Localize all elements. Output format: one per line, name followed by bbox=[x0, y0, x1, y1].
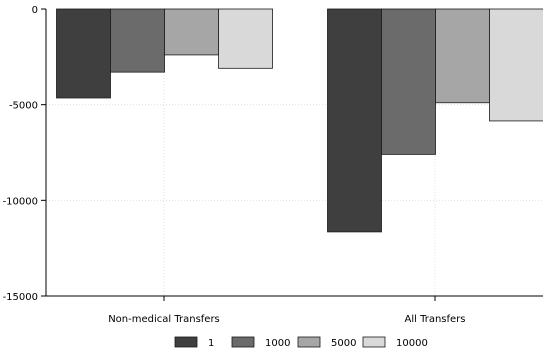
legend-label-1000: 1000 bbox=[265, 338, 290, 349]
x-category-label: Non-medical Transfers bbox=[108, 314, 220, 325]
bar-1-0 bbox=[56, 8, 111, 99]
legend-swatch-1000 bbox=[231, 336, 255, 348]
legend: 1 1000 5000 10000 bbox=[174, 336, 428, 349]
y-tick-label: -10000 bbox=[3, 196, 38, 207]
legend-label-5000: 5000 bbox=[331, 338, 356, 349]
y-tick-label: -15000 bbox=[3, 292, 38, 303]
bar-1000-1 bbox=[381, 8, 436, 155]
bar-5000-1 bbox=[435, 8, 490, 104]
bar-marks bbox=[56, 8, 543, 233]
legend-swatch-10000 bbox=[362, 336, 386, 348]
bar-1-1 bbox=[327, 8, 382, 233]
axes: 0 -5000 -10000 -15000 Non-medical Transfers A… bbox=[3, 5, 543, 325]
legend-label-10000: 10000 bbox=[396, 338, 428, 349]
legend-swatch-5000 bbox=[297, 336, 321, 348]
y-tick-label: 0 bbox=[32, 5, 38, 16]
legend-swatch-1 bbox=[174, 336, 198, 348]
bar-1000-0 bbox=[110, 8, 165, 73]
y-tick-label: -5000 bbox=[9, 101, 38, 112]
bar-10000-1 bbox=[489, 8, 543, 122]
bar-5000-0 bbox=[164, 8, 219, 56]
x-category-label: All Transfers bbox=[405, 314, 466, 325]
bar-10000-0 bbox=[218, 8, 273, 69]
legend-label-1: 1 bbox=[208, 338, 214, 349]
